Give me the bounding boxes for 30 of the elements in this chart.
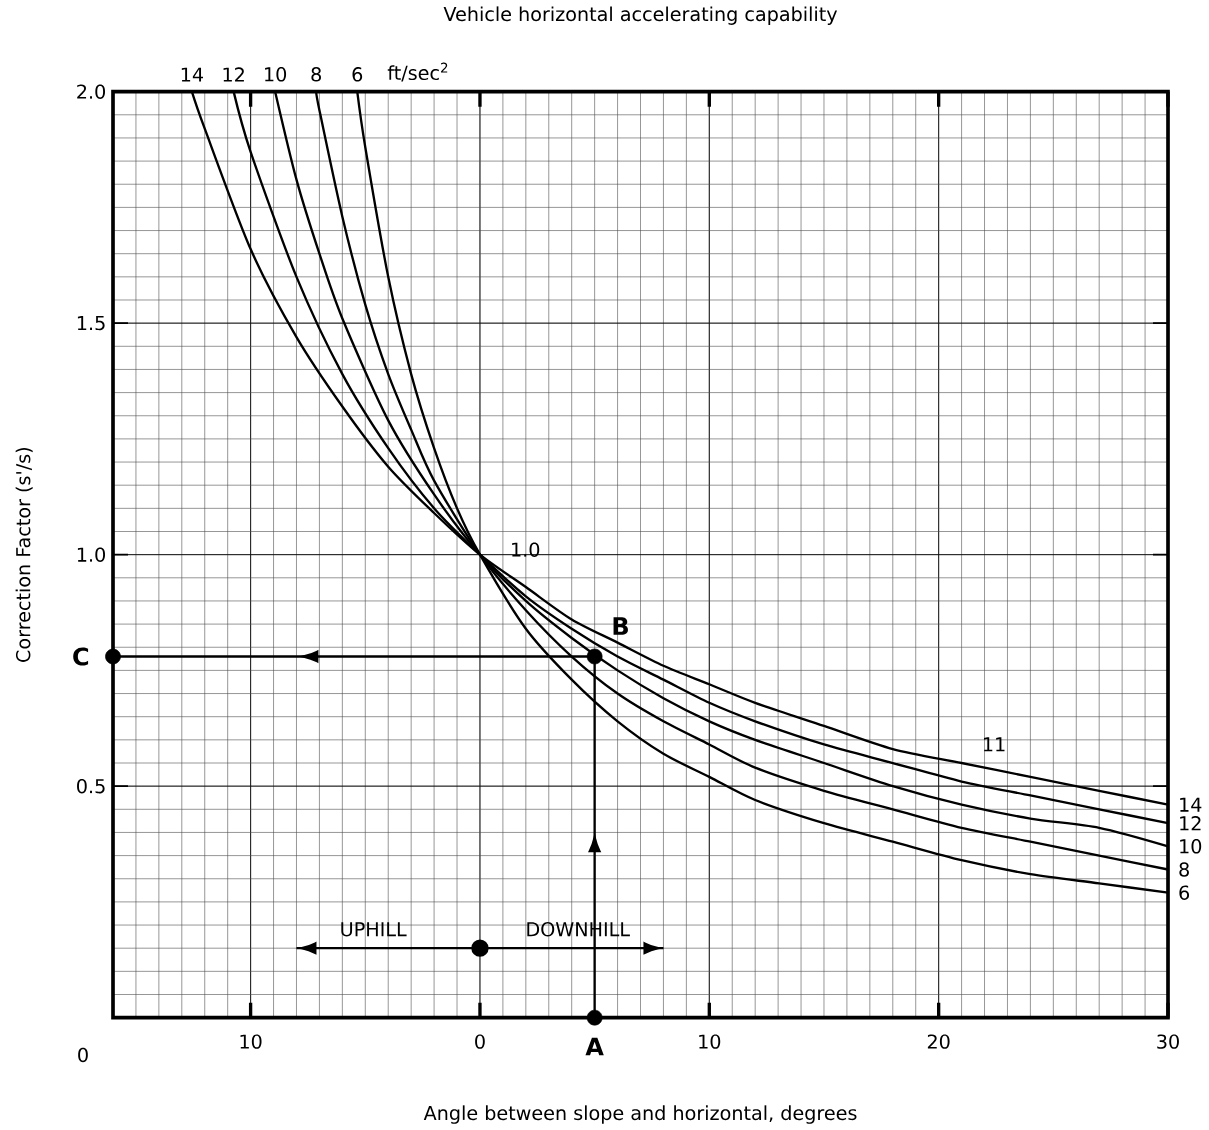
x-tick-label: 0 — [475, 1034, 485, 1049]
annotation: 1.0 — [512, 542, 540, 557]
text: 0 — [78, 1047, 88, 1063]
annotation: 11 — [983, 737, 1005, 752]
annotation: C — [73, 647, 89, 666]
chart-title: Vehicle horizontal accelerating capability — [443, 6, 838, 25]
text: 6 — [1179, 885, 1190, 900]
series-label: 10 — [1180, 838, 1202, 854]
series-label: 12 — [1180, 815, 1201, 831]
x-tick-label: 10 — [240, 1034, 262, 1049]
annotation: B — [613, 617, 628, 635]
x-axis-title: Angle between slope and horizontal, degrees — [423, 1105, 857, 1124]
y-axis-title: Correction Factor (s'/s) — [15, 447, 33, 662]
text: 12 — [223, 67, 244, 82]
text: 10 — [265, 66, 287, 82]
series-label: 6 — [352, 66, 363, 82]
text: 8 — [1179, 862, 1189, 877]
text: 14 — [181, 67, 203, 82]
x-tick-label: 30 — [1157, 1034, 1179, 1049]
x-tick-label: 10 — [699, 1034, 721, 1049]
series-label: 8 — [311, 66, 321, 82]
annotation: A — [585, 1037, 604, 1056]
x-tick-label: 20 — [927, 1034, 950, 1049]
y-tick-label: 1.5 — [77, 315, 105, 331]
series-label: 14 — [1180, 797, 1202, 812]
y-tick-label: 1.0 — [77, 547, 106, 562]
y-tick-label: 2.0 — [77, 84, 106, 99]
y-tick-label: 0.5 — [77, 778, 105, 794]
text: ft/sec$^{2}$ — [387, 62, 448, 82]
annotation: UPHILL — [341, 922, 407, 937]
